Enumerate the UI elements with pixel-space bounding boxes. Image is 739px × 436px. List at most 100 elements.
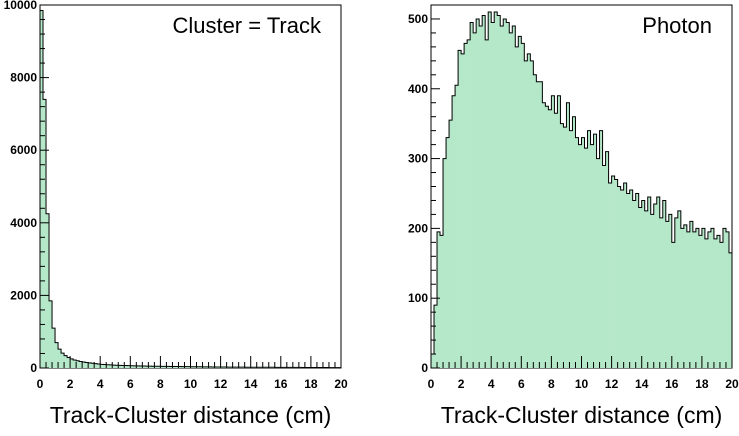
histogram-bin — [662, 200, 667, 368]
histogram-bin — [590, 144, 594, 368]
x-tick-label: 14 — [635, 377, 649, 391]
histogram-bin — [605, 151, 609, 368]
x-tick-label: 0 — [428, 377, 435, 391]
histogram-bin — [704, 238, 709, 368]
histogram-bin — [211, 366, 215, 368]
histogram-bin — [596, 158, 600, 368]
histogram-bin — [121, 365, 125, 368]
histogram-bin — [656, 196, 661, 368]
x-tick-label: 18 — [304, 377, 318, 391]
panel-title-left: Cluster = Track — [172, 13, 322, 38]
x-tick-label: 14 — [244, 377, 258, 391]
histogram-bin — [698, 235, 703, 368]
histogram-bin — [85, 362, 89, 368]
histogram-bin — [572, 116, 576, 368]
histogram-bin — [545, 106, 549, 368]
y-tick-label: 6000 — [10, 143, 37, 157]
histogram-bin — [76, 360, 80, 368]
y-tick-label: 0 — [421, 361, 428, 375]
histogram-bin — [142, 366, 146, 368]
x-tick-label: 20 — [334, 377, 348, 391]
y-tick-label: 2000 — [10, 288, 37, 302]
histogram-bin — [515, 46, 519, 369]
histogram-bin — [584, 148, 588, 368]
x-tick-label: 20 — [725, 377, 739, 391]
y-tick-label: 500 — [408, 12, 428, 26]
histogram-bin — [668, 214, 673, 368]
x-axis-label-right: Track-Cluster distance (cm) — [441, 402, 723, 428]
histogram-bin — [196, 366, 200, 368]
histogram-bin — [674, 217, 679, 368]
axes-left: 0 2 4 6 8 10 12 14 16 18 20 0 2000 4000 6000 8000 10000 — [4, 0, 348, 391]
histogram-bin — [635, 193, 639, 368]
histogram-outline-left — [39, 9, 342, 369]
histogram-bin — [178, 366, 182, 368]
histogram-bin — [638, 207, 642, 368]
y-tick-label: 200 — [408, 221, 428, 235]
histogram-bin — [148, 366, 152, 368]
histogram-bin — [524, 60, 528, 368]
histogram-bin — [725, 231, 730, 368]
histogram-bin — [79, 361, 83, 368]
x-tick-label: 18 — [695, 377, 709, 391]
histogram-bin — [82, 362, 86, 368]
histogram-bin — [626, 193, 630, 368]
histogram-bin — [190, 366, 194, 368]
y-tick-label: 8000 — [10, 71, 37, 85]
histogram-bin — [431, 354, 435, 368]
histogram-bin — [43, 99, 47, 368]
histogram-bin — [136, 365, 140, 368]
histogram-bin — [473, 32, 477, 369]
histogram-bin — [67, 357, 71, 368]
histogram-bin — [175, 366, 179, 368]
histogram-bin — [503, 18, 507, 368]
x-tick-label: 6 — [518, 377, 525, 391]
y-tick-label: 10000 — [4, 0, 38, 12]
histogram-bin — [151, 366, 155, 368]
histogram-bin — [650, 214, 655, 368]
x-axis-label-left: Track-Cluster distance (cm) — [50, 402, 332, 428]
histogram-bin — [530, 60, 534, 368]
histogram-bin — [677, 210, 682, 368]
histogram-bin — [476, 18, 480, 368]
histogram-bin — [205, 366, 209, 368]
histogram-bin — [581, 137, 585, 368]
histogram-bin — [115, 365, 119, 368]
histogram-bin — [118, 365, 122, 368]
histogram-bin — [482, 15, 486, 368]
histogram-bin — [145, 366, 149, 368]
histogram-fill-left — [40, 10, 342, 368]
histogram-bin — [208, 366, 212, 368]
histogram-bin — [479, 25, 483, 368]
x-tick-label: 8 — [548, 377, 555, 391]
histogram-bin — [599, 130, 603, 368]
histogram-bin — [494, 11, 498, 368]
histogram-bin — [683, 224, 688, 368]
x-tick-label: 10 — [184, 377, 198, 391]
panel-title-right: Photon — [642, 13, 712, 38]
y-tick-label: 0 — [30, 361, 37, 375]
histogram-bin — [464, 43, 468, 369]
histogram-bin — [665, 221, 670, 368]
histogram-bin — [202, 366, 206, 368]
histogram-bin — [124, 365, 128, 368]
histogram-bin — [58, 349, 62, 368]
x-tick-label: 16 — [274, 377, 288, 391]
histogram-bin — [671, 242, 676, 368]
histogram-bin — [154, 366, 158, 368]
histogram-bin — [680, 228, 685, 368]
panel-left: 0 2 4 6 8 10 12 14 16 18 200200040006000800010000 … — [4, 0, 348, 428]
histogram-bin — [437, 231, 441, 368]
histogram-bin — [521, 43, 525, 369]
histogram-bin — [163, 366, 167, 368]
histogram-bin — [199, 366, 203, 368]
histogram-bin — [52, 328, 56, 368]
histogram-bin — [61, 353, 65, 368]
x-tick-label: 8 — [157, 377, 164, 391]
histogram-bin — [587, 130, 591, 368]
histogram-bin — [632, 200, 636, 368]
histogram-bin — [127, 365, 131, 368]
histogram-bin — [100, 364, 104, 368]
